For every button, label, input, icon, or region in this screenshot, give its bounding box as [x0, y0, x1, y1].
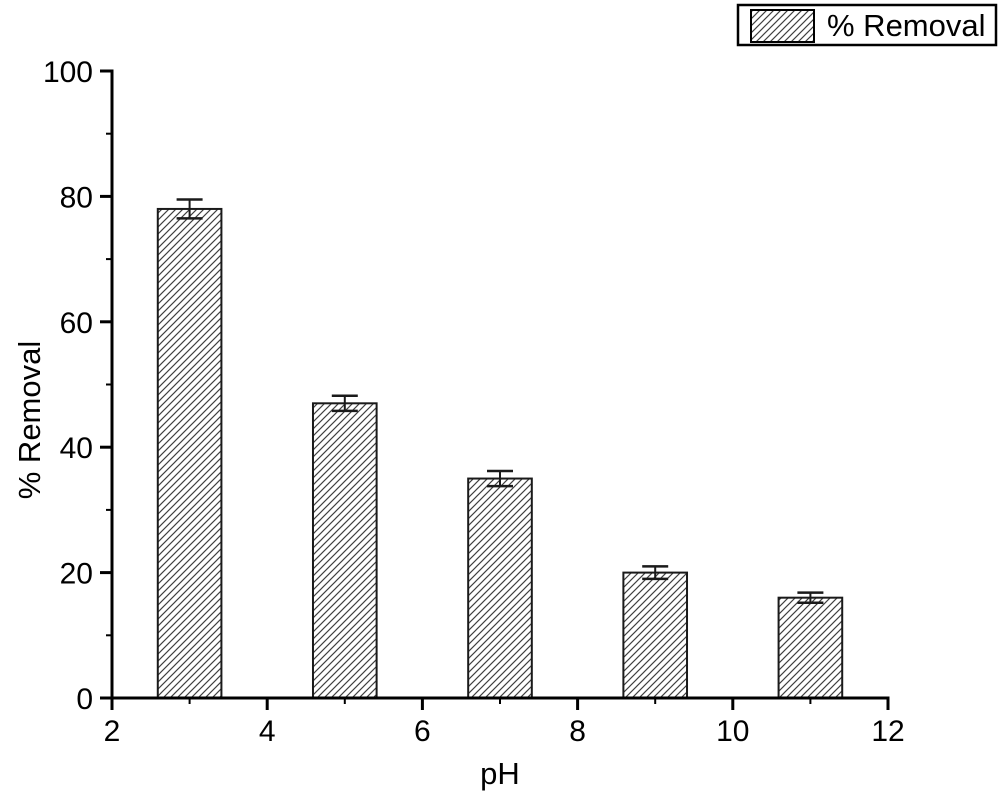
bar [622, 571, 689, 699]
y-axis-title: % Removal [12, 341, 47, 500]
bar [311, 402, 378, 699]
x-tick-label: 6 [414, 715, 431, 748]
y-tick-label: 40 [60, 432, 93, 465]
legend-hatch-swatch [750, 9, 815, 43]
plot-area: 2 4 6 8 10 12 0 20 40 60 80 100 [43, 56, 905, 748]
x-axis-title: pH [480, 756, 520, 791]
y-tick-label: 60 [60, 307, 93, 340]
x-tick-label: 4 [259, 715, 276, 748]
y-tick-label: 100 [43, 56, 93, 89]
y-tick-label: 20 [60, 558, 93, 591]
bar [156, 207, 223, 699]
legend: % Removal [736, 3, 998, 47]
legend-label: % Removal [827, 8, 986, 43]
x-tick-label: 12 [871, 715, 904, 748]
bar [467, 477, 533, 699]
x-tick-label: 8 [569, 715, 586, 748]
y-tick-label: 80 [60, 181, 93, 214]
bar [777, 596, 844, 699]
x-tick-label: 2 [104, 715, 121, 748]
x-tick-label: 10 [716, 715, 749, 748]
y-tick-label: 0 [76, 683, 93, 716]
